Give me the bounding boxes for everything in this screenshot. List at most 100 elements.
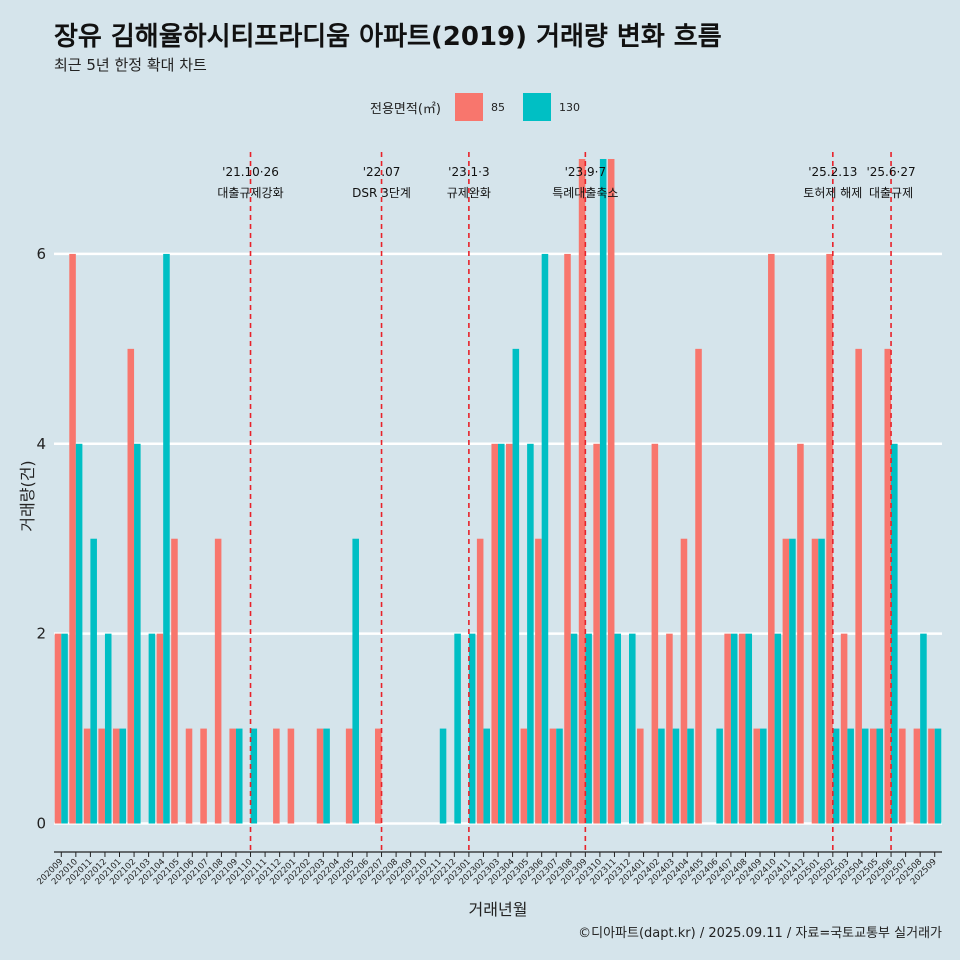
bar-130-202403 — [672, 728, 680, 824]
bar-130-202304 — [512, 348, 520, 824]
bar-130-202505 — [876, 728, 884, 824]
bar-85-202102 — [127, 348, 135, 824]
bar-130-202303 — [498, 443, 505, 824]
event-date-202506: '25.6·27 — [866, 165, 915, 179]
bar-85-202502 — [826, 253, 833, 824]
bar-85-202405 — [695, 348, 702, 824]
legend-key-85 — [454, 93, 483, 121]
bar-85-202402 — [651, 443, 659, 824]
bar-85-202509 — [928, 728, 935, 824]
legend-key-130 — [522, 93, 551, 121]
legend-title: 전용면적(㎡) — [370, 101, 441, 117]
bar-130-202506 — [891, 443, 898, 824]
bar-85-202408 — [738, 633, 746, 824]
bar-85-202507 — [899, 728, 906, 824]
event-label-202110: 대출규제강화 — [217, 186, 283, 200]
bar-85-202205 — [345, 728, 353, 824]
bar-85-202404 — [680, 538, 688, 824]
bar-85-202506 — [884, 348, 892, 824]
bar-130-202009 — [61, 633, 68, 824]
bar-85-202108 — [214, 538, 222, 824]
bar-130-202406 — [716, 728, 723, 824]
bar-130-202103 — [148, 633, 156, 824]
bar-85-202407 — [724, 633, 731, 824]
bar-85-202107 — [200, 728, 207, 824]
bar-130-202402 — [658, 728, 665, 824]
event-date-202301: '23.1·3 — [448, 165, 489, 179]
bar-130-202504 — [861, 728, 869, 824]
legend-label-130: 130 — [558, 100, 580, 114]
event-label-202207: DSR 3단계 — [352, 186, 411, 200]
bar-130-202411 — [789, 538, 796, 824]
bar-130-202509 — [934, 728, 942, 824]
chart-subtitle: 최근 5년 한정 확대 차트 — [54, 56, 207, 74]
bar-85-202403 — [666, 633, 673, 824]
bar-85-202010 — [69, 253, 76, 824]
bar-130-202309 — [585, 633, 592, 824]
bar-130-202311 — [614, 633, 622, 824]
bar-130-202301 — [468, 633, 476, 824]
bar-85-202307 — [549, 728, 557, 824]
bar-130-202203 — [323, 728, 330, 824]
legend-label-85: 85 — [490, 100, 505, 114]
bar-85-202009 — [54, 633, 62, 824]
event-date-202207: '22.07 — [363, 165, 401, 179]
bar-85-202409 — [753, 728, 761, 824]
event-date-202309: '23.9·7 — [565, 165, 606, 179]
bar-130-202407 — [730, 633, 738, 824]
y-tick-label-2: 2 — [36, 625, 46, 643]
chart-title: 장유 김해율하시티프라디움 아파트(2019) 거래량 변화 흐름 — [54, 22, 722, 52]
bar-130-202302 — [483, 728, 490, 824]
bar-130-202010 — [75, 443, 83, 824]
bar-85-202302 — [476, 538, 484, 824]
bar-130-202306 — [541, 253, 549, 824]
y-axis-title: 거래량(건) — [18, 460, 37, 531]
bar-85-202304 — [506, 443, 513, 824]
bar-85-202410 — [768, 253, 775, 824]
bar-85-202411 — [782, 538, 790, 824]
bar-85-202207 — [374, 728, 382, 824]
bar-130-202110 — [250, 728, 258, 824]
bar-130-202102 — [134, 443, 141, 824]
event-label-202301: 규제완화 — [447, 186, 491, 200]
bar-130-202312 — [629, 633, 636, 824]
bar-85-202309 — [578, 158, 586, 824]
source-caption: ©디아파트(dapt.kr) / 2025.09.11 / 자료=국토교통부 실… — [578, 926, 942, 941]
bar-85-202412 — [797, 443, 804, 824]
bar-130-202011 — [90, 538, 97, 824]
bar-85-202503 — [840, 633, 848, 824]
bar-130-202503 — [847, 728, 854, 824]
bar-130-202211 — [439, 728, 447, 824]
bar-85-202508 — [913, 728, 921, 824]
bar-130-202205 — [352, 538, 359, 824]
bar-85-202104 — [156, 633, 164, 824]
bar-130-202101 — [119, 728, 127, 824]
bar-85-202504 — [855, 348, 862, 824]
bar-85-202106 — [185, 728, 193, 824]
bar-130-202212 — [454, 633, 461, 824]
y-tick-label-4: 4 — [36, 435, 46, 453]
bar-130-202307 — [556, 728, 563, 824]
bar-85-202201 — [287, 728, 295, 824]
x-axis-title: 거래년월 — [469, 900, 528, 919]
bar-85-202505 — [869, 728, 877, 824]
bar-130-202404 — [687, 728, 694, 824]
bar-130-202408 — [745, 633, 753, 824]
bar-85-202303 — [491, 443, 498, 824]
bar-85-202101 — [112, 728, 120, 824]
bar-130-202501 — [818, 538, 825, 824]
event-label-202506: 대출규제 — [869, 186, 913, 200]
bar-85-202501 — [811, 538, 819, 824]
bar-130-202410 — [774, 633, 782, 824]
bar-130-202109 — [235, 728, 243, 824]
bar-85-202012 — [98, 728, 105, 824]
bar-85-202305 — [520, 728, 528, 824]
event-date-202502: '25.2.13 — [808, 165, 857, 179]
bar-85-202109 — [229, 728, 236, 824]
bar-130-202305 — [527, 443, 534, 824]
event-date-202110: '21.10·26 — [222, 165, 279, 179]
bar-85-202311 — [607, 158, 615, 824]
bar-85-202203 — [316, 728, 324, 824]
bar-130-202508 — [920, 633, 927, 824]
